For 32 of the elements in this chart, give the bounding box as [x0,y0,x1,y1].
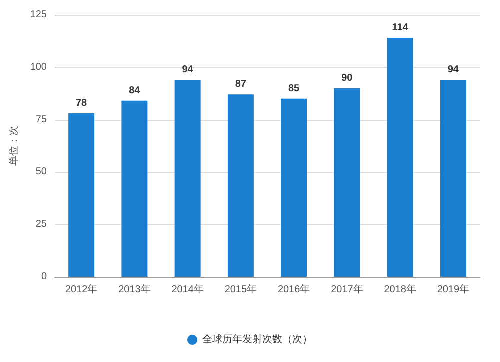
data-label: 94 [182,64,194,76]
bar [440,80,466,277]
bar [228,94,254,277]
data-label: 78 [76,98,88,110]
data-label: 85 [288,83,300,94]
y-tick-label: 125 [30,10,48,20]
data-label: 114 [392,22,409,34]
legend-label: 全球历年发射次数（次） [202,334,312,346]
data-label: 90 [342,72,354,84]
data-label: 94 [448,64,460,76]
x-tick-label: 2018年 [384,284,416,296]
y-tick-label: 25 [36,219,48,230]
x-tick-label: 2013年 [118,284,151,296]
bar [174,80,201,277]
data-label: 84 [129,85,141,96]
bar [122,100,148,277]
bar [68,114,95,277]
x-tick-label: 2015年 [224,284,258,296]
x-tick-label: 2019年 [437,284,470,296]
y-tick-label: 75 [36,114,48,126]
y-tick-label: 100 [30,62,48,73]
y-tick-label: 0 [41,272,48,282]
bar [334,88,360,277]
x-tick-label: 2017年 [331,284,364,296]
y-axis-title: 单位：次 [8,126,20,166]
bar [387,38,414,277]
x-tick-label: 2016年 [278,284,310,296]
bar [281,98,308,277]
y-tick-label: 50 [36,166,48,178]
data-label: 87 [235,79,247,90]
x-tick-label: 2012年 [65,284,98,296]
x-tick-label: 2014年 [172,284,204,296]
